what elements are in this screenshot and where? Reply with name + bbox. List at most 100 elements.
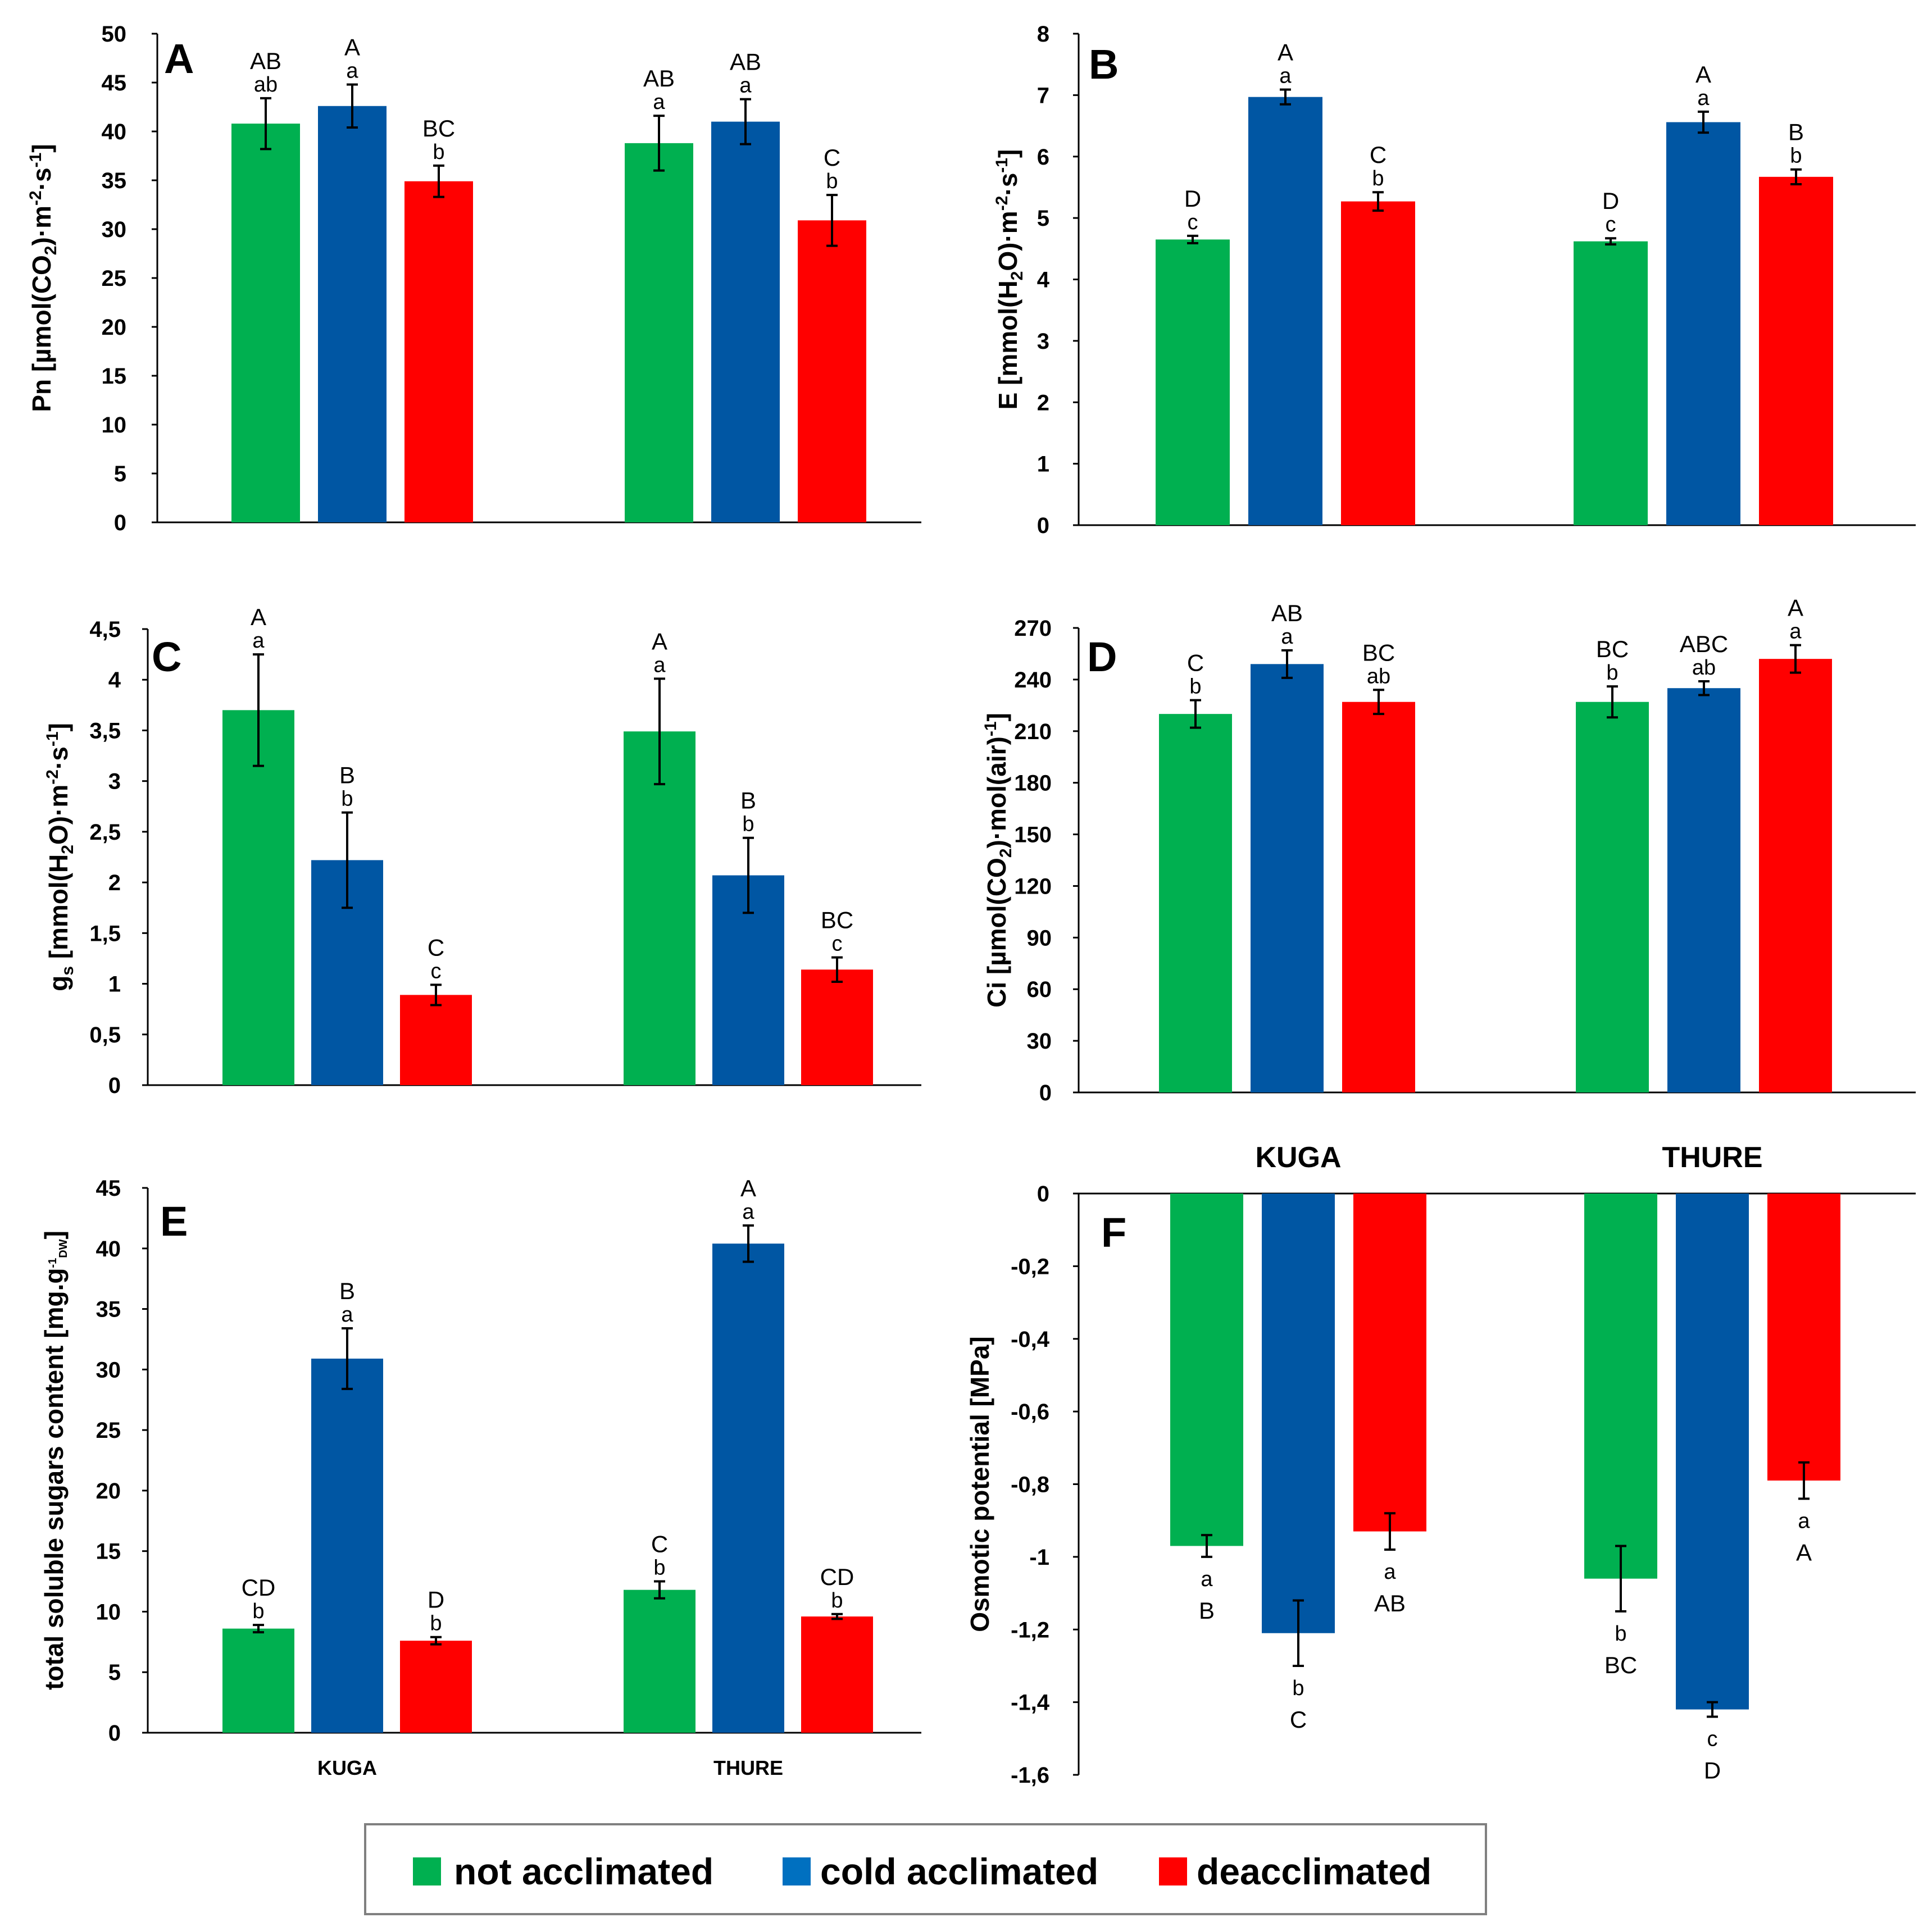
bar-cold-acclimated-kuga: [318, 106, 387, 522]
bar-deacclimated-thure: [1759, 176, 1833, 525]
significance-lowercase: ab: [1367, 664, 1390, 688]
significance-uppercase: A: [1695, 61, 1711, 88]
significance-lowercase: a: [1384, 1560, 1396, 1584]
y-tick-label: 6: [1037, 145, 1049, 170]
bar-cold-acclimated-kuga: [1251, 664, 1324, 1092]
panel-letter: E: [160, 1198, 188, 1245]
bar-cold-acclimated-thure: [1666, 122, 1740, 525]
y-tick-label: 1,5: [89, 921, 121, 946]
y-tick-label: 40: [96, 1237, 121, 1261]
bar-deacclimated-kuga: [1353, 1194, 1426, 1532]
significance-lowercase: a: [346, 59, 358, 83]
y-tick-label: 3,5: [89, 718, 121, 743]
significance-lowercase: a: [1789, 620, 1802, 644]
significance-lowercase: c: [832, 932, 843, 956]
bar-not-acclimated-kuga: [1156, 239, 1230, 525]
bar-deacclimated-kuga: [1341, 201, 1415, 525]
significance-uppercase: ABC: [1680, 631, 1728, 657]
bar-not-acclimated-thure: [624, 731, 695, 1085]
panel-letter: C: [152, 634, 181, 680]
y-tick-label: 4,5: [89, 617, 121, 642]
bar-cold-acclimated-thure: [711, 121, 780, 523]
panel-e: 0 5 10 15 20 25 30 35 40 45 total soluble sugars c…: [39, 1175, 921, 1779]
y-tick-label: -1: [1029, 1545, 1049, 1570]
legend-label-not-acclimated: not acclimated: [454, 1851, 713, 1892]
significance-uppercase: C: [428, 934, 444, 960]
y-tick-label: 25: [96, 1418, 121, 1443]
bar-cold-acclimated-kuga: [311, 1358, 383, 1733]
bar-cold-acclimated-thure: [1676, 1194, 1749, 1710]
y-axis-label: gs [mmol(H2O)·m-2·s-1]: [43, 723, 77, 991]
y-tick-label: 0: [1037, 513, 1049, 538]
y-tick-label: -0,4: [1011, 1327, 1050, 1352]
significance-lowercase: a: [742, 1200, 754, 1224]
y-tick-label: 2,5: [89, 820, 121, 845]
significance-lowercase: b: [1790, 144, 1802, 168]
bar-not-acclimated-thure: [625, 143, 693, 522]
bar-deacclimated-thure: [801, 969, 873, 1085]
y-tick-label: -0,6: [1011, 1400, 1049, 1424]
significance-uppercase: B: [1788, 119, 1804, 145]
significance-uppercase: AB: [1271, 600, 1303, 626]
legend-frame: [364, 1823, 1487, 1915]
significance-lowercase: b: [252, 1600, 264, 1623]
significance-uppercase: B: [1199, 1597, 1215, 1624]
category-label: KUGA: [317, 1756, 377, 1779]
y-tick-label: 35: [96, 1297, 121, 1322]
significance-uppercase: BC: [422, 115, 455, 142]
y-tick-label: 8: [1037, 22, 1049, 47]
y-tick-label: 5: [108, 1660, 121, 1685]
y-axis-label: Ci [µmol(CO2)·mol(air)-1]: [981, 713, 1015, 1008]
significance-uppercase: A: [740, 1175, 756, 1201]
significance-lowercase: a: [1279, 65, 1292, 88]
significance-uppercase: C: [651, 1531, 668, 1557]
y-tick-label: 25: [102, 266, 127, 291]
y-tick-label: 0: [108, 1721, 121, 1746]
y-tick-label: 0: [114, 511, 126, 535]
y-tick-label: 0,5: [89, 1023, 121, 1047]
significance-uppercase: D: [1704, 1757, 1721, 1784]
y-tick-label: 180: [1014, 771, 1052, 796]
legend-swatch-cold-acclimated: [783, 1857, 811, 1885]
significance-lowercase: c: [1606, 213, 1616, 236]
significance-uppercase: C: [1187, 650, 1204, 676]
y-tick-label: 5: [114, 462, 126, 486]
significance-uppercase: B: [339, 1278, 355, 1304]
significance-uppercase: CD: [242, 1574, 276, 1601]
y-tick-label: 40: [102, 120, 127, 144]
y-tick-label: 2: [108, 871, 121, 895]
panel-d: 0 30 60 90 120 150 180 210 240 270 Ci [µmol(CO2)·m…: [981, 595, 1916, 1105]
bar-cold-acclimated-kuga: [1262, 1194, 1335, 1633]
y-tick-label: 20: [102, 315, 127, 340]
y-tick-label: 10: [96, 1600, 121, 1624]
significance-lowercase: a: [653, 653, 666, 677]
significance-lowercase: c: [431, 959, 442, 983]
significance-uppercase: B: [740, 787, 756, 814]
y-tick-label: 2: [1037, 390, 1049, 415]
bar-not-acclimated-thure: [1584, 1194, 1657, 1579]
y-tick-label: 3: [1037, 329, 1049, 354]
y-tick-label: 5: [1037, 206, 1049, 231]
y-tick-label: -0,8: [1011, 1473, 1049, 1497]
bar-not-acclimated-thure: [1576, 702, 1649, 1092]
category-label: KUGA: [1255, 1141, 1341, 1174]
y-tick-label: 30: [1027, 1029, 1052, 1054]
y-tick-label: 0: [1037, 1182, 1049, 1206]
y-tick-label: 240: [1014, 668, 1052, 693]
bar-cold-acclimated-thure: [1667, 688, 1740, 1092]
y-axis-label: Osmotic potential [MPa]: [965, 1336, 994, 1632]
y-axis-label: Pn [µmol(CO2)·m-2·s-1]: [26, 144, 60, 412]
panel-c: 0 0,5 1 1,5 2 2,5 3 3,5 4 4,5 gs [mmol(H2O)·m-2·s-…: [43, 604, 921, 1098]
y-tick-label: -1,4: [1011, 1691, 1050, 1715]
y-tick-label: 3: [108, 769, 121, 794]
y-tick-label: 50: [102, 22, 127, 47]
significance-uppercase: A: [1788, 595, 1803, 621]
y-tick-label: 15: [102, 364, 127, 389]
bar-deacclimated-kuga: [404, 181, 473, 522]
significance-lowercase: a: [739, 74, 752, 98]
significance-uppercase: B: [339, 762, 355, 789]
significance-uppercase: BC: [821, 907, 853, 933]
significance-uppercase: BC: [1596, 636, 1629, 662]
bar-not-acclimated-kuga: [222, 1628, 294, 1733]
